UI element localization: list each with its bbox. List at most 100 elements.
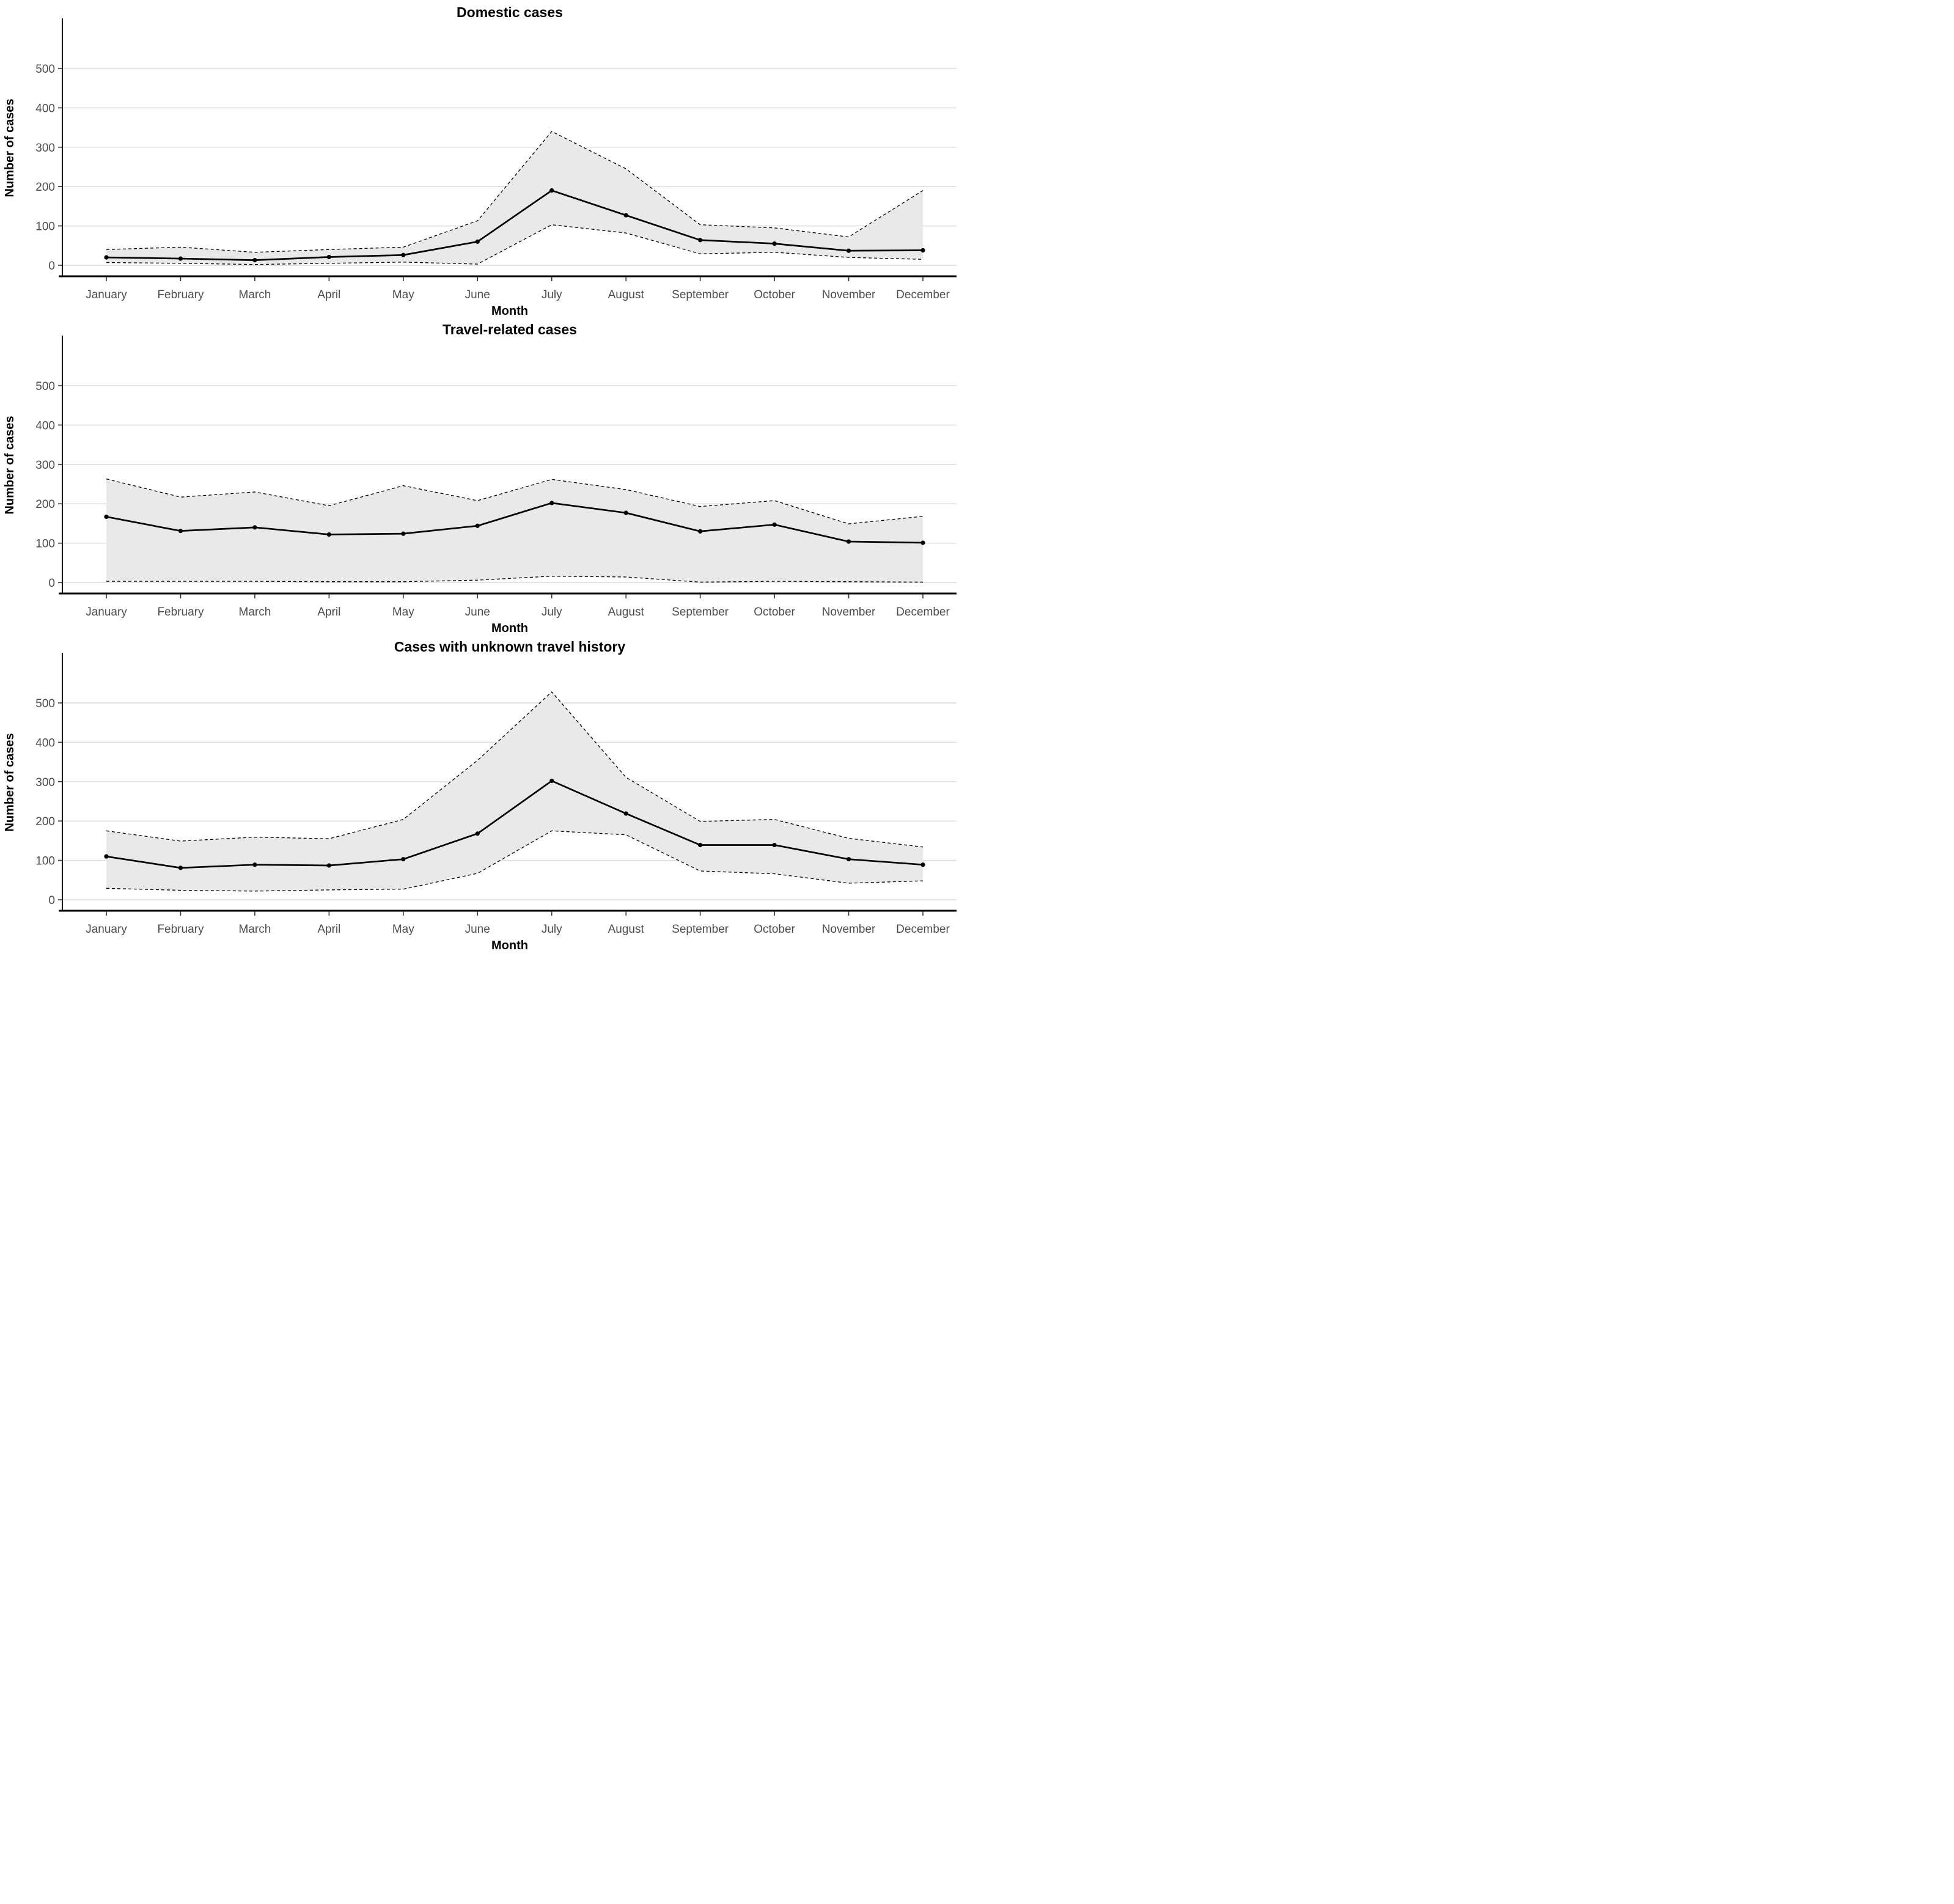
three-panel-case-count-figure: Domestic cases Number of cases Month 0 10… (0, 0, 977, 952)
unknown-travel-history-chart: Cases with unknown travel history Number… (3, 639, 957, 952)
confidence-ribbon (106, 131, 923, 265)
x-tick-label: May (392, 289, 414, 301)
x-tick-label: March (239, 289, 271, 301)
data-point (326, 254, 331, 260)
data-point (401, 252, 406, 257)
data-point (178, 866, 183, 870)
data-point (623, 811, 628, 816)
data-point (104, 255, 109, 260)
y-tick-label: 0 (48, 894, 55, 907)
data-point (846, 248, 851, 253)
x-tick-label: September (672, 923, 729, 936)
x-tick-label: July (542, 606, 562, 619)
y-tick-label: 100 (35, 538, 55, 551)
x-tick-label: February (157, 923, 204, 936)
data-point (104, 854, 109, 859)
y-axis-title: Number of cases (3, 98, 17, 197)
x-tick-label: April (317, 606, 340, 619)
estimate-line (106, 502, 924, 544)
estimate-points (104, 778, 925, 870)
y-tick-label: 400 (35, 102, 55, 115)
confidence-ribbon (106, 691, 923, 891)
x-tick-label: November (822, 923, 876, 936)
plot-area: 0 100 200 300 400 500 January February March Apri… (35, 336, 957, 619)
data-point (326, 532, 331, 537)
x-tick-label: March (239, 923, 271, 936)
x-tick-label: June (465, 289, 490, 301)
estimate-line (106, 189, 924, 261)
y-axis-title: Number of cases (3, 733, 17, 831)
x-tick-label: August (608, 606, 645, 619)
chart-title: Domestic cases (457, 4, 563, 20)
x-tick-label: October (754, 606, 795, 619)
x-tick-label: June (465, 923, 490, 936)
x-axis-title: Month (491, 939, 528, 952)
chart-panel-domestic-cases: Domestic cases Number of cases Month 0 10… (0, 0, 977, 317)
x-tick-label: December (896, 289, 950, 301)
y-tick-label: 200 (35, 815, 55, 828)
x-tick-label: November (822, 289, 876, 301)
data-point (549, 501, 554, 505)
data-point (772, 842, 777, 848)
x-tick-label: February (157, 289, 204, 301)
data-point (920, 540, 925, 545)
x-tick-label: January (86, 606, 127, 619)
x-tick-label: January (86, 923, 127, 936)
y-tick-label: 500 (35, 63, 55, 76)
x-tick-label: July (542, 923, 562, 936)
lower-bound-dashed-line (106, 576, 924, 583)
data-point (772, 241, 777, 246)
chart-panel-unknown-travel-history: Cases with unknown travel history Number… (0, 634, 977, 952)
upper-bound-dashed-line (106, 691, 924, 848)
x-tick-label: June (465, 606, 490, 619)
estimate-points (104, 188, 925, 263)
x-tick-label: October (754, 289, 795, 301)
y-axis-title: Number of cases (3, 416, 17, 514)
data-point (475, 239, 480, 244)
domestic-cases-chart: Domestic cases Number of cases Month 0 10… (3, 4, 957, 317)
data-point (698, 842, 703, 848)
x-tick-label: October (754, 923, 795, 936)
y-tick-label: 200 (35, 181, 55, 194)
data-point (698, 238, 703, 243)
y-tick-label: 100 (35, 221, 55, 233)
estimate-points (104, 501, 925, 545)
data-point (846, 539, 851, 544)
plot-area: 0 100 200 300 400 500 January February March Apri… (35, 653, 957, 936)
y-tick-label: 400 (35, 737, 55, 749)
data-point (623, 510, 628, 515)
y-tick-label: 300 (35, 776, 55, 789)
data-point (920, 862, 925, 867)
y-tick-label: 300 (35, 142, 55, 155)
x-tick-label: November (822, 606, 876, 619)
x-tick-label: September (672, 606, 729, 619)
data-point (104, 514, 109, 520)
data-point (698, 529, 703, 534)
x-tick-label: August (608, 289, 645, 301)
data-point (401, 531, 406, 536)
data-point (252, 525, 257, 530)
x-tick-label: September (672, 289, 729, 301)
x-tick-label: May (392, 923, 414, 936)
y-tick-label: 500 (35, 697, 55, 710)
data-point (178, 256, 183, 261)
upper-bound-dashed-line (106, 131, 924, 253)
estimate-line (106, 779, 924, 869)
y-tick-label: 0 (48, 260, 55, 273)
data-point (549, 778, 554, 784)
data-point (475, 523, 480, 528)
x-tick-label: January (86, 289, 127, 301)
data-point (252, 862, 257, 867)
data-point (178, 529, 183, 534)
data-point (846, 857, 851, 862)
x-tick-label: April (317, 289, 340, 301)
x-tick-label: July (542, 289, 562, 301)
x-tick-label: February (157, 606, 204, 619)
y-tick-label: 100 (35, 855, 55, 868)
data-point (772, 522, 777, 527)
y-tick-label: 400 (35, 419, 55, 432)
data-point (475, 831, 480, 836)
plot-area: 0 100 200 300 400 500 January February March Apri… (35, 18, 957, 301)
y-tick-label: 200 (35, 498, 55, 511)
x-tick-label: March (239, 606, 271, 619)
